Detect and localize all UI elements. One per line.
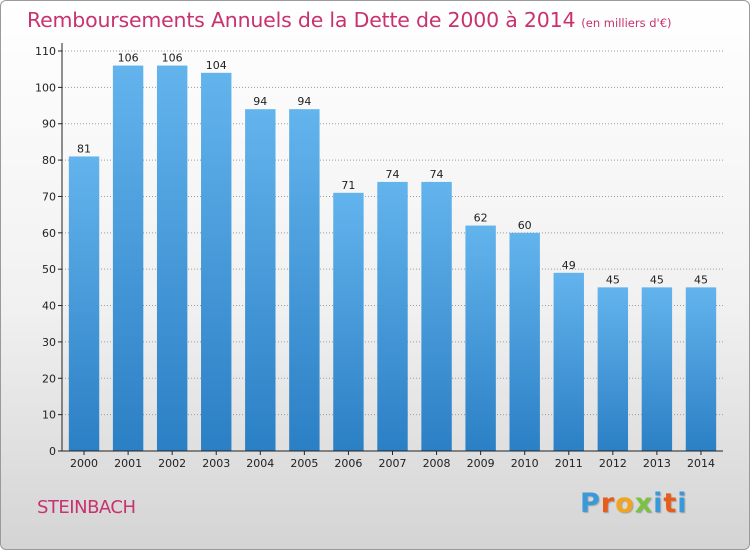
x-tick-label: 2008 bbox=[423, 457, 451, 470]
data-label: 74 bbox=[386, 168, 400, 181]
data-label: 71 bbox=[341, 179, 355, 192]
bar bbox=[156, 65, 188, 451]
y-tick-label: 50 bbox=[42, 263, 56, 276]
logo-letter: P bbox=[580, 488, 601, 519]
x-tick-label: 2000 bbox=[70, 457, 98, 470]
logo-letter: o bbox=[615, 488, 635, 519]
bar bbox=[201, 72, 232, 452]
bar bbox=[68, 156, 100, 452]
data-label: 106 bbox=[118, 52, 139, 65]
bar bbox=[289, 109, 320, 451]
data-label: 104 bbox=[206, 59, 227, 72]
x-tick-label: 2013 bbox=[643, 457, 671, 470]
logo-letter: i bbox=[653, 488, 664, 519]
logo-letter: r bbox=[600, 488, 616, 519]
bar bbox=[685, 287, 717, 451]
chart-title-text: Remboursements Annuels de la Dette de 20… bbox=[27, 8, 576, 32]
chart-subtitle: (en milliers d'€) bbox=[581, 16, 672, 30]
x-tick-label: 2012 bbox=[599, 457, 627, 470]
bar bbox=[245, 109, 276, 451]
y-tick-label: 30 bbox=[42, 336, 56, 349]
data-label: 45 bbox=[606, 273, 620, 286]
bar bbox=[112, 65, 144, 451]
bar bbox=[333, 192, 364, 451]
logo-letter: x bbox=[634, 488, 654, 519]
y-tick-label: 10 bbox=[42, 409, 56, 422]
data-label: 45 bbox=[694, 273, 708, 286]
data-label: 60 bbox=[518, 219, 532, 232]
data-label: 62 bbox=[474, 212, 488, 225]
chart-title: Remboursements Annuels de la Dette de 20… bbox=[27, 8, 672, 32]
y-tick-label: 20 bbox=[42, 372, 56, 385]
x-tick-label: 2001 bbox=[114, 457, 142, 470]
x-tick-label: 2006 bbox=[334, 457, 362, 470]
data-label: 49 bbox=[562, 259, 576, 272]
y-tick-label: 40 bbox=[42, 300, 56, 313]
bar bbox=[377, 181, 408, 451]
bar bbox=[509, 232, 540, 451]
data-label: 45 bbox=[650, 273, 664, 286]
x-tick-label: 2004 bbox=[246, 457, 274, 470]
proxiti-logo: Proxiti bbox=[580, 488, 688, 519]
data-label: 94 bbox=[253, 95, 267, 108]
x-tick-label: 2011 bbox=[555, 457, 583, 470]
x-tick-label: 2005 bbox=[290, 457, 318, 470]
bar bbox=[465, 225, 496, 451]
x-tick-label: 2010 bbox=[511, 457, 539, 470]
y-tick-label: 90 bbox=[42, 118, 56, 131]
data-label: 81 bbox=[77, 142, 91, 155]
x-tick-label: 2002 bbox=[158, 457, 186, 470]
bar bbox=[641, 287, 673, 451]
y-tick-label: 100 bbox=[35, 81, 56, 94]
y-tick-label: 70 bbox=[42, 190, 56, 203]
logo-letter: i bbox=[677, 488, 688, 519]
bar bbox=[421, 181, 452, 451]
bar bbox=[597, 287, 629, 451]
x-tick-label: 2014 bbox=[687, 457, 715, 470]
city-name: STEINBACH bbox=[37, 497, 136, 518]
data-label: 74 bbox=[430, 168, 444, 181]
x-tick-label: 2009 bbox=[467, 457, 495, 470]
logo-letter: t bbox=[663, 488, 678, 519]
y-tick-label: 110 bbox=[35, 45, 56, 58]
y-tick-label: 80 bbox=[42, 154, 56, 167]
x-tick-label: 2007 bbox=[379, 457, 407, 470]
data-label: 106 bbox=[162, 52, 183, 65]
data-label: 94 bbox=[297, 95, 311, 108]
y-tick-label: 60 bbox=[42, 227, 56, 240]
bar bbox=[553, 272, 584, 451]
y-tick-label: 0 bbox=[49, 445, 56, 458]
x-tick-label: 2003 bbox=[202, 457, 230, 470]
